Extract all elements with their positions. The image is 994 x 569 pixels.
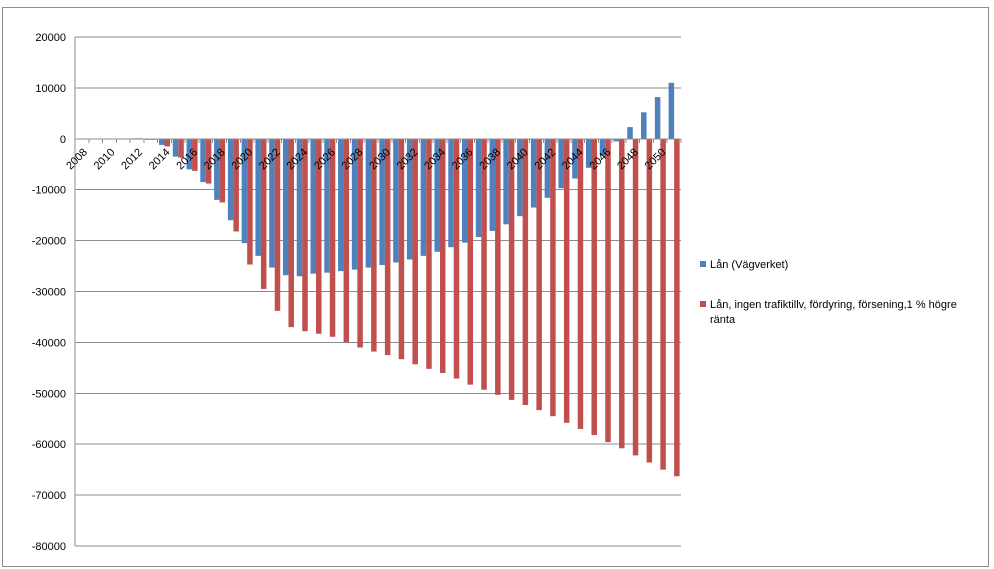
bar-vagverket-2021 <box>255 138 261 256</box>
bar-alt-2031 <box>398 138 405 360</box>
bar-vagverket-2015 <box>172 138 179 157</box>
bar-alt-2015 <box>178 138 184 158</box>
bar-vagverket-2022 <box>269 138 275 268</box>
bar-vagverket-2036 <box>462 138 468 243</box>
bar-alt-2045 <box>591 138 597 436</box>
bar-alt-2021 <box>260 138 267 289</box>
bar-vagverket-2032 <box>406 138 413 260</box>
legend-swatch-vagverket <box>700 261 706 267</box>
bar-vagverket-2039 <box>503 138 509 225</box>
bar-alt-2025 <box>316 138 322 334</box>
bar-alt-2048 <box>632 138 639 456</box>
bar-vagverket-2025 <box>310 138 317 274</box>
bar-vagverket-2024 <box>296 138 303 277</box>
bar-alt-2018 <box>219 138 226 203</box>
bar-vagverket-2049 <box>641 112 647 139</box>
bar-vagverket-2048 <box>627 127 633 139</box>
y-tick-label: -70000 <box>32 490 66 502</box>
chart-frame: 20000 10000 0 -10000 -20000 -30000 -40000 -5000… <box>2 7 989 567</box>
bar-alt-2024 <box>302 138 308 332</box>
bar-vagverket-2051 <box>668 82 675 139</box>
y-tick-label: 20000 <box>35 32 66 44</box>
bar-vagverket-2026 <box>324 138 330 273</box>
bar-alt-2023 <box>288 138 294 328</box>
y-tick-label: -10000 <box>32 185 66 197</box>
bar-alt-2049 <box>646 138 653 463</box>
bar-alt-2019 <box>233 138 239 232</box>
bar-vagverket-2030 <box>379 138 385 266</box>
y-tick-label: -40000 <box>32 337 66 349</box>
bar-vagverket-2042 <box>544 138 551 198</box>
bar-vagverket-2046 <box>599 138 606 156</box>
legend-swatch-alt <box>700 301 706 307</box>
bar-alt-2038 <box>495 138 501 395</box>
bar-vagverket-2027 <box>338 138 344 272</box>
bar-vagverket-2018 <box>214 138 220 200</box>
bar-vagverket-2034 <box>434 138 440 252</box>
bar-alt-2035 <box>453 138 460 379</box>
bar-alt-2047 <box>619 138 625 449</box>
bar-vagverket-2050 <box>654 97 661 139</box>
y-tick-label: -60000 <box>32 439 66 451</box>
bar-vagverket-2023 <box>282 138 289 276</box>
bar-vagverket-2047 <box>613 138 620 142</box>
bar-alt-2037 <box>481 138 487 390</box>
bar-vagverket-2033 <box>420 138 427 256</box>
y-tick-label: -20000 <box>32 236 66 248</box>
bar-alt-2034 <box>439 138 446 373</box>
bar-vagverket-2038 <box>489 138 496 231</box>
x-tick-label: 2010 <box>92 146 118 172</box>
legend-label-alt: Lån, ingen trafiktillv, fördyring, förse… <box>710 299 957 326</box>
bar-alt-2044 <box>577 138 584 429</box>
bar-alt-2050 <box>660 138 666 470</box>
chart-svg: 20000 10000 0 -10000 -20000 -30000 -40000 -5000… <box>32 32 957 553</box>
bar-alt-2051 <box>674 138 680 477</box>
x-tick-label: 2008 <box>64 146 90 172</box>
bar-alt-2029 <box>371 138 377 352</box>
y-tick-label: -80000 <box>32 541 66 553</box>
legend-label-vagverket: Lån (Vägverket) <box>710 259 788 271</box>
bar-alt-2032 <box>412 138 418 365</box>
bar-vagverket-2028 <box>351 138 358 270</box>
bar-vagverket-2041 <box>530 138 537 208</box>
bar-vagverket-2020 <box>241 138 248 244</box>
bar-alt-2036 <box>467 138 474 385</box>
bar-vagverket-2043 <box>558 138 564 189</box>
bar-vagverket-2040 <box>517 138 523 217</box>
bar-vagverket-2014 <box>159 138 165 145</box>
bar-alt-2042 <box>550 138 556 417</box>
bar-alt-2020 <box>247 138 253 265</box>
bar-alt-2022 <box>274 138 281 311</box>
bar-alt-2046 <box>605 138 611 443</box>
y-tick-label: 10000 <box>35 83 66 95</box>
bar-alt-2017 <box>205 138 212 184</box>
bar-alt-2026 <box>329 138 336 337</box>
bar-vagverket-2029 <box>365 138 372 268</box>
bar-vagverket-2035 <box>448 138 454 248</box>
bar-vagverket-2044 <box>572 138 578 179</box>
bar-alt-2014 <box>164 138 171 147</box>
bar-alt-2028 <box>357 138 363 348</box>
bar-alt-2039 <box>508 138 515 400</box>
bar-alt-2033 <box>426 138 432 369</box>
bar-vagverket-2016 <box>186 138 193 170</box>
bar-vagverket-2045 <box>585 138 592 168</box>
bar-vagverket-2017 <box>200 138 206 183</box>
bar-alt-2041 <box>536 138 542 411</box>
x-tick-label: 2014 <box>147 146 173 172</box>
bar-vagverket-2037 <box>475 138 482 238</box>
bar-alt-2013 <box>150 138 157 140</box>
bar-alt-2040 <box>522 138 529 406</box>
x-tick-label: 2012 <box>119 146 145 172</box>
bar-alt-2043 <box>563 138 570 423</box>
y-tick-label: -30000 <box>32 287 66 299</box>
bar-vagverket-2031 <box>393 138 399 263</box>
bar-alt-2030 <box>384 138 391 356</box>
y-tick-label: -50000 <box>32 388 66 400</box>
bar-vagverket-2013 <box>145 138 151 140</box>
bar-vagverket-2019 <box>227 138 234 221</box>
bar-alt-2027 <box>343 138 350 343</box>
y-tick-label: 0 <box>60 134 66 146</box>
bar-alt-2016 <box>192 138 198 171</box>
